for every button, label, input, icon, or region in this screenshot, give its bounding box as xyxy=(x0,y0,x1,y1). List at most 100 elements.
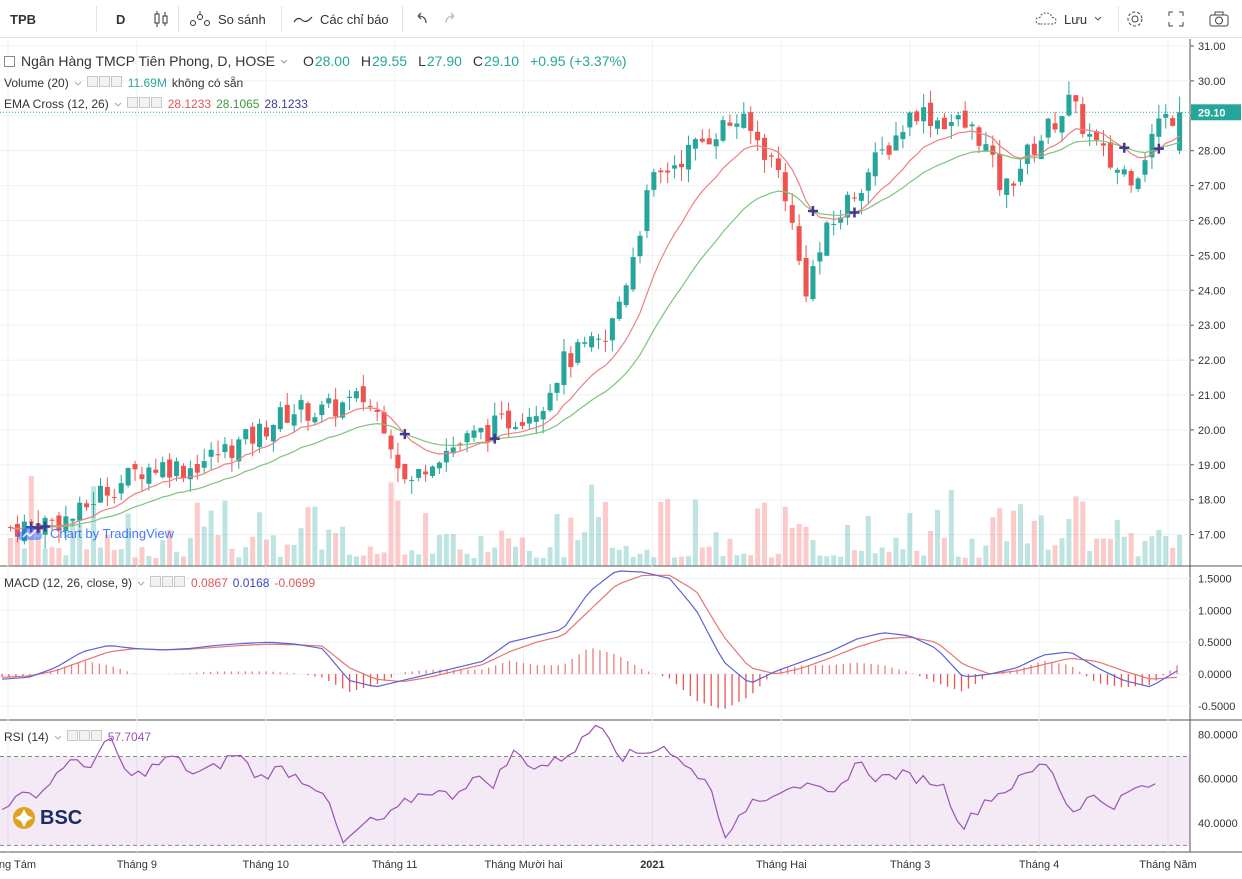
candle-body xyxy=(180,465,186,478)
candle-body xyxy=(921,107,927,122)
candle xyxy=(941,112,947,130)
candle xyxy=(1024,143,1030,175)
high-label: H xyxy=(360,53,372,69)
candle-style-button[interactable] xyxy=(152,0,170,38)
fullscreen-button[interactable] xyxy=(1166,0,1186,38)
candle xyxy=(1121,165,1127,177)
volume-bar xyxy=(305,506,311,566)
close-icon[interactable] xyxy=(90,730,102,741)
ema-cross-marker xyxy=(849,207,860,218)
candle-body xyxy=(900,132,906,140)
volume-bar xyxy=(187,537,193,566)
visibility-icon[interactable] xyxy=(86,76,98,87)
candle xyxy=(561,339,567,395)
macd-hist-value: 0.0867 xyxy=(191,576,228,590)
symbol-search[interactable]: TPB xyxy=(10,0,36,38)
candle xyxy=(706,128,712,145)
volume-bar xyxy=(699,547,705,566)
volume-bar xyxy=(208,510,214,566)
visibility-icon[interactable] xyxy=(126,97,138,108)
candle xyxy=(1087,123,1093,146)
candle-body xyxy=(928,102,934,126)
volume-bar xyxy=(326,529,332,566)
candle-body xyxy=(872,152,878,177)
candle-body xyxy=(215,454,221,456)
candle xyxy=(665,162,671,184)
volume-bar xyxy=(229,548,235,566)
candle-body xyxy=(845,194,851,218)
settings-icon[interactable] xyxy=(162,576,174,587)
volume-bar xyxy=(886,552,892,566)
chevron-down-icon[interactable] xyxy=(54,732,62,742)
settings-icon[interactable] xyxy=(78,730,90,741)
indicators-button[interactable]: Các chỉ báo xyxy=(292,0,389,38)
settings-icon[interactable] xyxy=(98,76,110,87)
volume-bar xyxy=(568,517,574,566)
settings-icon[interactable] xyxy=(138,97,150,108)
screenshot-button[interactable] xyxy=(1208,0,1230,38)
interval-button[interactable]: D xyxy=(116,0,125,38)
candle-body xyxy=(118,483,124,494)
visibility-icon[interactable] xyxy=(150,576,162,587)
compare-button[interactable]: So sánh xyxy=(188,0,266,38)
volume-bar xyxy=(167,529,173,566)
candle xyxy=(180,463,186,483)
macd-tick-label: 1.0000 xyxy=(1198,605,1232,617)
candle xyxy=(346,390,353,411)
candle xyxy=(872,142,878,186)
chevron-down-icon[interactable] xyxy=(114,99,122,109)
candle-body xyxy=(464,433,470,443)
candle xyxy=(263,420,269,440)
candle xyxy=(554,382,560,401)
last-price-label: 29.10 xyxy=(1198,107,1226,119)
collapse-toggle-icon[interactable] xyxy=(4,55,15,67)
chevron-down-icon[interactable] xyxy=(280,56,288,66)
chart-area[interactable]: 17.00 18.00 19.00 20.00 21.00 22.00 23.00 24.00… xyxy=(0,39,1242,874)
candle-body xyxy=(692,139,698,149)
candle-style-icon xyxy=(154,11,168,27)
candle xyxy=(630,247,636,292)
volume-bar xyxy=(1087,550,1093,566)
candle xyxy=(762,134,768,173)
volume-bar xyxy=(540,557,546,566)
undo-button[interactable] xyxy=(412,0,430,38)
candle-body xyxy=(208,449,214,457)
time-tick-label: Tháng 4 xyxy=(1019,859,1059,871)
redo-button[interactable] xyxy=(442,0,460,38)
volume-bar xyxy=(817,555,823,566)
candle-body xyxy=(104,486,110,496)
volume-bar xyxy=(153,557,159,566)
candle-body xyxy=(84,503,90,508)
chevron-down-icon[interactable] xyxy=(74,78,82,88)
volume-bar xyxy=(436,535,442,566)
gear-icon xyxy=(1127,11,1143,27)
close-icon[interactable] xyxy=(150,97,162,108)
volume-bar xyxy=(257,512,263,566)
candle xyxy=(720,116,726,143)
candle-body xyxy=(263,427,269,437)
volume-bar xyxy=(499,530,505,566)
candle xyxy=(589,331,595,352)
candle xyxy=(291,403,297,433)
candle xyxy=(201,448,207,474)
candle-body xyxy=(374,409,380,412)
chevron-down-icon[interactable] xyxy=(137,578,145,588)
chart-canvas[interactable]: 17.00 18.00 19.00 20.00 21.00 22.00 23.00 24.00… xyxy=(0,39,1242,874)
visibility-icon[interactable] xyxy=(66,730,78,741)
time-tick-label: Tháng Năm xyxy=(1139,859,1196,871)
candle xyxy=(1107,135,1113,170)
close-icon[interactable] xyxy=(110,76,122,87)
candle xyxy=(457,442,463,452)
volume-bar xyxy=(1114,520,1120,566)
candle xyxy=(77,496,83,528)
candle xyxy=(616,296,622,321)
volume-bar xyxy=(1073,496,1079,566)
candle-body xyxy=(1045,118,1051,138)
tradingview-watermark[interactable]: Chart by TradingView xyxy=(16,524,174,542)
close-icon[interactable] xyxy=(174,576,186,587)
candle-body xyxy=(1017,168,1024,182)
candle-body xyxy=(1163,113,1169,118)
rsi-legend: RSI (14) 57.7047 xyxy=(4,730,151,744)
save-button[interactable]: Lưu xyxy=(1034,0,1103,38)
settings-button[interactable] xyxy=(1125,0,1145,38)
